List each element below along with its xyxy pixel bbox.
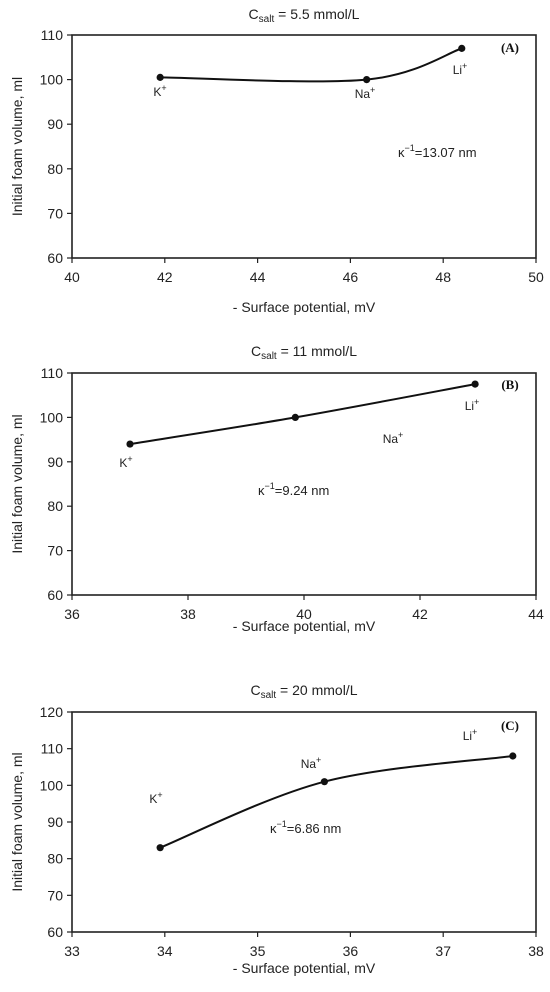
x-tick-label: 42 bbox=[412, 606, 428, 622]
x-tick-label: 38 bbox=[180, 606, 196, 622]
data-point-na bbox=[291, 413, 299, 421]
panel-label: (A) bbox=[501, 40, 519, 55]
series-line bbox=[160, 47, 463, 83]
debye-length-annotation: κ−1=6.86 nm bbox=[270, 819, 341, 836]
chart-title: Csalt = 11 mmol/L bbox=[251, 343, 357, 362]
x-tick-label: 46 bbox=[343, 269, 359, 285]
point-label-li: Li+ bbox=[463, 727, 478, 743]
data-point-li bbox=[458, 44, 466, 52]
x-tick-label: 44 bbox=[250, 269, 266, 285]
x-tick-label: 35 bbox=[250, 943, 266, 959]
panel-label: (B) bbox=[501, 377, 518, 392]
chart-panel-1: Csalt = 5.5 mmol/L 60 70 80 90 100 110 40 42 44 46… bbox=[9, 6, 544, 315]
chart-panel-3: Csalt = 20 mmol/L 60 70 80 90 100 110 120 33 34 35… bbox=[9, 682, 544, 976]
data-point-li bbox=[471, 380, 479, 388]
x-tick-label: 50 bbox=[528, 269, 544, 285]
x-tick-label: 40 bbox=[296, 606, 312, 622]
y-tick-label: 110 bbox=[41, 27, 64, 43]
y-tick-label: 90 bbox=[47, 814, 63, 830]
x-axis-label: - Surface potential, mV bbox=[233, 960, 376, 976]
y-axis-label: Initial foam volume, ml bbox=[9, 414, 25, 553]
y-tick-label: 60 bbox=[47, 250, 63, 266]
chart-panel-2: Csalt = 11 mmol/L 60 70 80 90 100 110 36 38 40 42 4… bbox=[9, 343, 544, 634]
y-tick-label: 70 bbox=[47, 887, 63, 903]
data-point-na bbox=[320, 778, 329, 786]
y-axis-label: Initial foam volume, ml bbox=[9, 752, 25, 891]
y-tick-label: 70 bbox=[47, 543, 63, 559]
x-tick-label: 40 bbox=[64, 269, 80, 285]
point-label-na: Na+ bbox=[355, 85, 376, 101]
panel-label: (C) bbox=[501, 718, 519, 733]
x-tick-label: 34 bbox=[157, 943, 173, 959]
x-tick-label: 37 bbox=[435, 943, 451, 959]
chart-title: Csalt = 5.5 mmol/L bbox=[249, 6, 360, 25]
x-tick-label: 36 bbox=[64, 606, 80, 622]
x-axis-label: - Surface potential, mV bbox=[233, 299, 376, 315]
debye-length-annotation: κ−1=13.07 nm bbox=[398, 143, 477, 160]
point-label-k: K+ bbox=[153, 83, 166, 99]
x-tick-label: 44 bbox=[528, 606, 544, 622]
x-axis-label: - Surface potential, mV bbox=[233, 618, 376, 634]
data-point-k bbox=[156, 73, 164, 81]
point-label-k: K+ bbox=[119, 454, 132, 470]
y-tick-label: 80 bbox=[47, 498, 63, 514]
point-label-k: K+ bbox=[149, 790, 162, 806]
data-point-k bbox=[126, 440, 134, 448]
y-tick-label: 60 bbox=[47, 924, 63, 940]
y-tick-label: 110 bbox=[41, 365, 64, 381]
data-point-k bbox=[156, 844, 164, 852]
y-tick-label: 110 bbox=[41, 741, 64, 757]
chart-title: Csalt = 20 mmol/L bbox=[250, 682, 357, 701]
y-tick-label: 80 bbox=[47, 851, 63, 867]
x-tick-label: 48 bbox=[435, 269, 451, 285]
point-label-na: Na+ bbox=[301, 755, 322, 771]
y-tick-label: 120 bbox=[40, 704, 64, 720]
point-label-li: Li+ bbox=[453, 61, 468, 77]
y-tick-label: 90 bbox=[47, 116, 63, 132]
data-point-na bbox=[363, 76, 371, 84]
y-tick-label: 100 bbox=[40, 409, 64, 425]
debye-length-annotation: κ−1=9.24 nm bbox=[258, 481, 329, 498]
x-tick-label: 33 bbox=[64, 943, 80, 959]
y-tick-label: 60 bbox=[47, 587, 63, 603]
y-tick-label: 70 bbox=[47, 205, 63, 221]
y-tick-label: 100 bbox=[40, 72, 64, 88]
y-tick-label: 100 bbox=[40, 777, 64, 793]
y-tick-label: 90 bbox=[47, 454, 63, 470]
series-line bbox=[129, 383, 476, 446]
x-tick-label: 36 bbox=[343, 943, 359, 959]
point-label-li: Li+ bbox=[465, 397, 480, 413]
x-tick-label: 42 bbox=[157, 269, 173, 285]
y-tick-label: 80 bbox=[47, 161, 63, 177]
y-axis-label: Initial foam volume, ml bbox=[9, 77, 25, 216]
x-tick-label: 38 bbox=[528, 943, 544, 959]
data-point-li bbox=[509, 752, 517, 760]
point-label-na: Na+ bbox=[383, 430, 404, 446]
plot-frame bbox=[71, 34, 537, 259]
